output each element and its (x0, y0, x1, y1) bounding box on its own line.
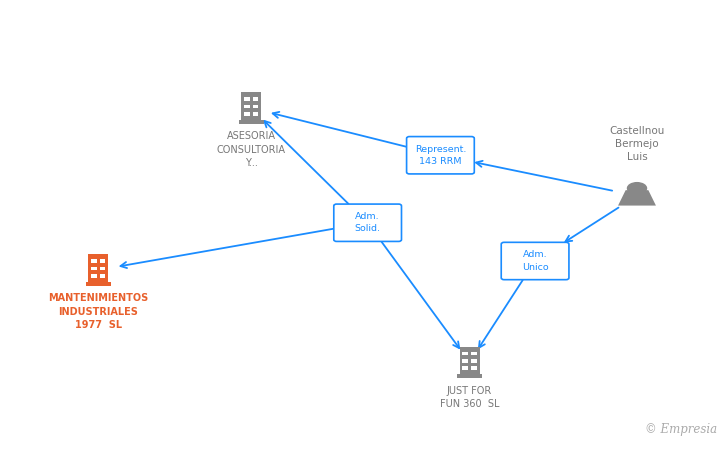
Text: MANTENIMIENTOS
INDUSTRIALES
1977  SL: MANTENIMIENTOS INDUSTRIALES 1977 SL (48, 293, 149, 330)
Bar (86, 282, 111, 286)
Bar (91, 266, 97, 270)
Bar (459, 346, 480, 374)
Bar (253, 104, 258, 108)
Bar (253, 97, 258, 101)
Bar (253, 112, 258, 116)
Text: JUST FOR
FUN 360  SL: JUST FOR FUN 360 SL (440, 386, 499, 409)
Bar (239, 120, 264, 124)
Bar (241, 92, 261, 120)
Text: ASESORIA
CONSULTORIA
Y...: ASESORIA CONSULTORIA Y... (217, 131, 285, 168)
Bar (100, 259, 106, 263)
FancyBboxPatch shape (501, 242, 569, 280)
Bar (91, 259, 97, 263)
Bar (91, 274, 97, 278)
Text: Represent.
143 RRM: Represent. 143 RRM (415, 145, 466, 166)
Circle shape (627, 182, 647, 194)
FancyBboxPatch shape (333, 204, 401, 241)
Bar (471, 359, 477, 363)
Bar (244, 97, 250, 101)
Bar (244, 104, 250, 108)
Text: Castellnou
Bermejo
Luis: Castellnou Bermejo Luis (609, 126, 665, 162)
Text: Adm.
Unico: Adm. Unico (522, 250, 548, 271)
Bar (100, 274, 106, 278)
Bar (462, 359, 468, 363)
FancyBboxPatch shape (406, 137, 475, 174)
Bar (100, 266, 106, 270)
Bar (471, 351, 477, 356)
Bar (462, 366, 468, 370)
Text: © Empresia: © Empresia (645, 423, 717, 436)
Text: Adm.
Solid.: Adm. Solid. (355, 212, 381, 233)
Bar (457, 374, 482, 378)
Bar (471, 366, 477, 370)
Bar (462, 351, 468, 356)
Bar (244, 112, 250, 116)
Bar (88, 254, 108, 282)
Polygon shape (618, 190, 656, 206)
